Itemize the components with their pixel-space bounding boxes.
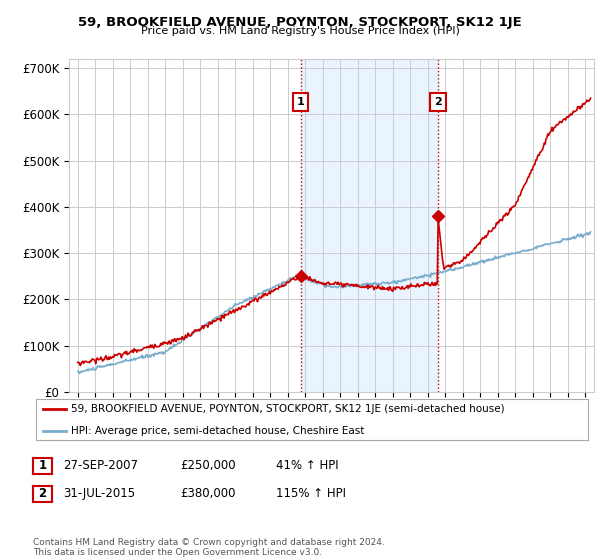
Text: HPI: Average price, semi-detached house, Cheshire East: HPI: Average price, semi-detached house,… [71,426,364,436]
Text: Contains HM Land Registry data © Crown copyright and database right 2024.
This d: Contains HM Land Registry data © Crown c… [33,538,385,557]
Text: 59, BROOKFIELD AVENUE, POYNTON, STOCKPORT, SK12 1JE (semi-detached house): 59, BROOKFIELD AVENUE, POYNTON, STOCKPOR… [71,404,505,414]
Text: 31-JUL-2015: 31-JUL-2015 [63,487,135,501]
Text: Price paid vs. HM Land Registry's House Price Index (HPI): Price paid vs. HM Land Registry's House … [140,26,460,36]
Text: 27-SEP-2007: 27-SEP-2007 [63,459,138,473]
Text: 115% ↑ HPI: 115% ↑ HPI [276,487,346,501]
Text: 1: 1 [297,97,305,107]
Text: 41% ↑ HPI: 41% ↑ HPI [276,459,338,473]
Bar [301,59,438,392]
Text: £380,000: £380,000 [180,487,235,501]
Text: 1: 1 [38,459,47,473]
Text: £250,000: £250,000 [180,459,236,473]
Text: 2: 2 [38,487,47,501]
Text: 59, BROOKFIELD AVENUE, POYNTON, STOCKPORT, SK12 1JE: 59, BROOKFIELD AVENUE, POYNTON, STOCKPOR… [78,16,522,29]
Text: 2: 2 [434,97,442,107]
